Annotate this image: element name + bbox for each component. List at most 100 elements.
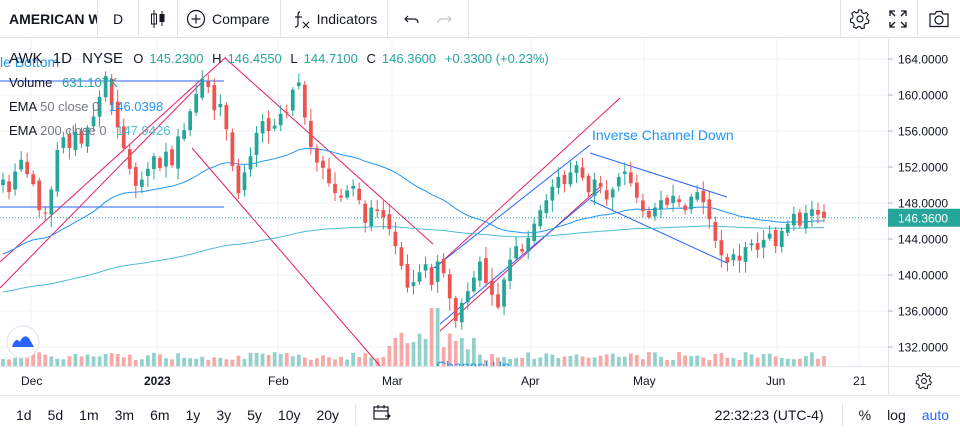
undo-button[interactable] — [388, 0, 428, 38]
time-label: Dec — [21, 374, 43, 388]
volume-bar — [164, 358, 168, 366]
candle-body — [321, 160, 325, 168]
candle-body — [194, 94, 199, 113]
volume-bar — [127, 354, 132, 366]
candle-body — [822, 211, 826, 218]
volume-bar — [471, 338, 476, 366]
range-20y[interactable]: 20y — [316, 406, 340, 423]
legend-volume[interactable]: Volume 631.107K — [9, 71, 560, 95]
range-5y[interactable]: 5y — [247, 406, 262, 423]
volume-bar — [236, 355, 241, 366]
range-10y[interactable]: 10y — [277, 406, 301, 423]
volume-bar — [43, 354, 48, 366]
candle-body — [315, 147, 319, 163]
volume-bar — [459, 338, 464, 366]
volume-bar — [804, 355, 808, 366]
volume-bar — [465, 349, 470, 366]
price-tick-label: 156.0000 — [898, 125, 948, 139]
candle-body — [465, 291, 470, 303]
volume-bar — [520, 357, 525, 366]
auto-scale-button[interactable]: auto — [921, 407, 949, 423]
close-label: C — [366, 51, 376, 66]
candlesticks — [1, 70, 826, 330]
volume-bar — [574, 354, 579, 366]
volume-bar — [749, 354, 754, 366]
volume-bar — [272, 352, 277, 366]
range-1d[interactable]: 1d — [16, 406, 32, 423]
range-1y[interactable]: 1y — [185, 406, 201, 423]
volume-bar — [399, 332, 404, 366]
volume-bar — [55, 358, 60, 366]
gear-icon — [849, 9, 870, 30]
volume-bar — [321, 355, 325, 366]
interval-button[interactable]: D — [112, 10, 124, 27]
volume-bar — [67, 356, 72, 366]
chart-legend: AWK 1D NYSE O 145.2300 H 146.4550 L 144.710… — [9, 47, 560, 143]
volume-bar — [103, 354, 108, 366]
candle-body — [779, 230, 784, 248]
range-6m[interactable]: 6m — [150, 406, 170, 423]
settings-button[interactable] — [841, 0, 879, 38]
volume-bar — [707, 359, 712, 366]
volume-bar — [200, 356, 205, 366]
plus-circle-icon — [186, 9, 206, 28]
fullscreen-button[interactable] — [879, 0, 917, 38]
volume-bar — [339, 356, 343, 366]
channel-line — [439, 189, 601, 325]
symbol-search[interactable]: AMERICAN WATER WORKS — [9, 10, 97, 27]
legend-ema50[interactable]: EMA 50 close 0 146.0398 — [9, 95, 560, 119]
toolbar-divider — [279, 0, 281, 38]
candle-body — [773, 230, 778, 247]
volume-bar — [248, 352, 253, 366]
axis-settings-button[interactable] — [915, 372, 933, 393]
volume-bar — [719, 352, 724, 366]
volume-bar — [260, 353, 265, 366]
toolbar-right-group — [840, 0, 960, 38]
candle-body — [441, 258, 446, 274]
candle-body — [121, 126, 126, 149]
price-axis[interactable]: 164.0000 160.0000 156.0000 152.0000 148.0000… — [888, 39, 960, 366]
candle-body — [423, 264, 428, 271]
volume-value: 631.107K — [62, 75, 118, 90]
volume-bar — [598, 355, 603, 366]
candle-body — [634, 182, 639, 198]
legend-interval: 1D — [52, 50, 72, 67]
redo-button[interactable] — [428, 0, 468, 38]
legend-ema200[interactable]: EMA 200 close 0 147.9426 — [9, 119, 560, 143]
bottom-right-group: 22:32:23 (UTC-4) % log auto — [715, 396, 960, 433]
range-1m[interactable]: 1m — [79, 406, 99, 423]
time-axis[interactable]: Dec 2023 Feb Mar Apr May Jun 21 — [0, 366, 960, 396]
log-scale-button[interactable]: log — [887, 407, 906, 423]
last-price-badge — [888, 208, 960, 227]
range-5d[interactable]: 5d — [47, 406, 64, 423]
candle-body — [731, 254, 736, 261]
compare-button[interactable]: Compare — [178, 0, 280, 38]
drawing-layer[interactable]: Inverse Channel Down le Bottom Channel Up — [0, 54, 888, 366]
range-3y[interactable]: 3y — [216, 406, 232, 423]
candle-body — [568, 172, 573, 185]
volume-bar — [405, 343, 410, 366]
volume-bar — [73, 353, 78, 366]
volume-bar — [85, 354, 90, 366]
toolbar-divider — [97, 0, 98, 38]
volume-bar — [725, 357, 730, 366]
candle-body — [628, 172, 633, 184]
clock[interactable]: 22:32:23 (UTC-4) — [714, 407, 824, 423]
percent-scale-button[interactable]: % — [858, 407, 872, 423]
range-3m[interactable]: 3m — [114, 406, 135, 423]
channel-line — [0, 56, 227, 263]
candle-body — [580, 167, 585, 178]
indicators-button[interactable]: Indicators — [281, 0, 388, 38]
candle-body — [604, 190, 609, 200]
candle-body — [671, 195, 675, 204]
tradingview-logo[interactable] — [6, 325, 40, 359]
candles-icon — [151, 9, 165, 28]
snapshot-button[interactable] — [918, 0, 960, 38]
goto-date-button[interactable] — [366, 404, 398, 425]
chart-type-button[interactable] — [139, 0, 177, 38]
volume-bar — [411, 341, 416, 366]
volume-bar — [634, 354, 639, 366]
volume-name: Volume — [9, 75, 53, 90]
candle-body — [683, 205, 688, 211]
